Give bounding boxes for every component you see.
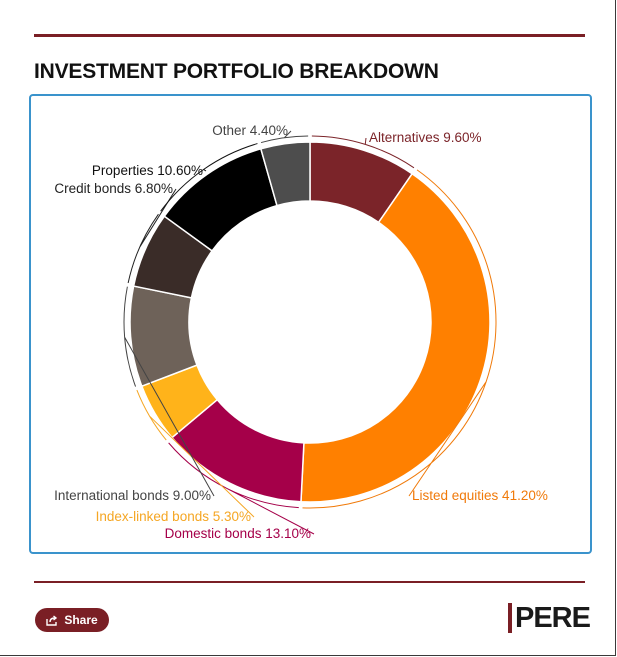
slice-listed-equities[interactable]: [300, 172, 491, 503]
connector-alternatives: [311, 135, 415, 169]
share-button[interactable]: Share: [35, 608, 109, 632]
label-domestic-bonds: Domestic bonds 13.10%: [165, 526, 311, 541]
chart-container: Alternatives 9.60% Listed equities 41.20%…: [29, 94, 592, 554]
connector-other: [260, 130, 309, 144]
label-international-bonds: International bonds 9.00%: [54, 488, 211, 503]
label-other: Other 4.40%: [212, 123, 288, 138]
share-label: Share: [64, 613, 98, 627]
label-index-linked-bonds: Index-linked bonds 5.30%: [96, 509, 251, 524]
slice-other[interactable]: [259, 141, 311, 207]
connector-domestic-bonds: [168, 442, 315, 535]
connector-international-bonds: [123, 286, 215, 497]
connector-properties: [160, 143, 258, 212]
logo-bar: [508, 603, 512, 633]
label-credit-bonds: Credit bonds 6.80%: [54, 181, 173, 196]
pere-logo[interactable]: PERE: [508, 601, 591, 635]
logo-text: PERE: [515, 601, 591, 634]
share-icon: [46, 614, 58, 626]
chart-title: INVESTMENT PORTFOLIO BREAKDOWN: [34, 60, 439, 83]
connector-credit-bonds: [127, 188, 177, 284]
donut-chart: Alternatives 9.60% Listed equities 41.20%…: [54, 123, 548, 541]
top-divider: [34, 34, 585, 37]
label-listed-equities: Listed equities 41.20%: [412, 488, 548, 503]
connector-index-linked-bonds: [136, 389, 255, 518]
label-properties: Properties 10.60%: [92, 163, 203, 178]
connector-listed-equities: [302, 169, 497, 509]
label-alternatives: Alternatives 9.60%: [369, 130, 482, 145]
bottom-divider: [34, 581, 585, 583]
